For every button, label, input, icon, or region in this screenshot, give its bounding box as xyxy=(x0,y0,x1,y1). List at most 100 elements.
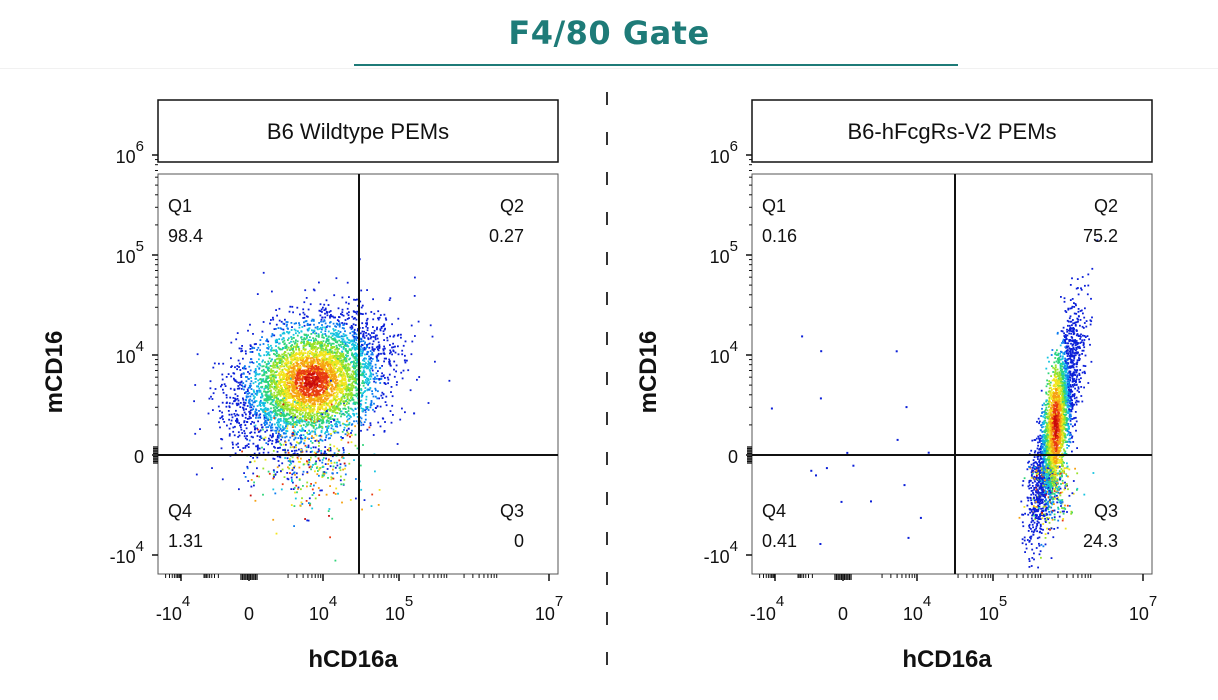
event-dot xyxy=(410,353,413,356)
event-dot xyxy=(299,356,301,359)
event-dot xyxy=(329,321,332,323)
event-dot xyxy=(333,366,335,369)
event-dot xyxy=(384,377,386,379)
event-dot xyxy=(250,377,252,379)
event-dot xyxy=(353,361,356,364)
event-dot xyxy=(236,387,239,390)
event-dot xyxy=(298,322,300,324)
event-dot xyxy=(269,397,272,399)
event-dot xyxy=(322,411,325,414)
event-dot xyxy=(281,363,283,366)
event-dot xyxy=(271,396,273,398)
event-dot xyxy=(410,324,413,327)
event-dot xyxy=(279,355,282,358)
event-dot xyxy=(303,442,305,445)
event-dot xyxy=(287,369,290,371)
event-dot xyxy=(332,406,334,408)
event-dot xyxy=(434,360,436,363)
event-dot xyxy=(349,348,351,351)
event-dot xyxy=(321,395,324,397)
event-dot xyxy=(339,367,342,369)
event-dot xyxy=(301,420,304,423)
event-dot xyxy=(264,421,266,423)
event-dot xyxy=(321,333,324,336)
event-dot xyxy=(284,401,287,404)
event-dot xyxy=(318,393,321,396)
event-dot xyxy=(248,384,251,387)
event-dot xyxy=(325,377,328,380)
event-dot xyxy=(340,415,342,418)
event-dot xyxy=(252,436,254,439)
event-dot xyxy=(306,368,309,371)
event-dot xyxy=(327,340,330,342)
event-dot xyxy=(302,311,305,314)
event-dot xyxy=(365,322,367,325)
event-dot xyxy=(347,394,350,397)
event-dot xyxy=(319,419,322,422)
event-dot xyxy=(267,443,269,446)
event-dot xyxy=(296,407,298,410)
event-dot xyxy=(304,425,307,428)
event-dot xyxy=(248,417,251,420)
event-dot xyxy=(303,363,306,366)
event-dot xyxy=(343,322,346,325)
event-dot xyxy=(269,421,271,424)
event-dot xyxy=(335,394,338,397)
event-dot xyxy=(335,401,338,404)
event-dot xyxy=(265,375,268,378)
event-dot xyxy=(240,350,242,353)
event-dot xyxy=(347,363,350,366)
event-dot xyxy=(336,423,338,426)
event-dot xyxy=(335,325,338,328)
event-dot xyxy=(374,381,377,384)
event-dot xyxy=(383,360,385,363)
event-dot xyxy=(298,354,301,357)
event-dot xyxy=(314,428,317,431)
event-dot xyxy=(317,335,320,338)
event-dot xyxy=(285,420,287,422)
event-dot xyxy=(269,410,272,413)
event-dot xyxy=(242,367,244,370)
event-dot xyxy=(279,327,282,330)
event-dot xyxy=(369,367,372,370)
event-dot xyxy=(370,402,373,405)
event-dot xyxy=(307,519,310,522)
event-dot xyxy=(272,316,274,319)
event-dot xyxy=(338,403,341,406)
event-dot xyxy=(313,422,316,425)
plot-header-box xyxy=(157,99,559,163)
event-dot xyxy=(298,351,301,353)
event-dot xyxy=(338,332,341,335)
event-dot xyxy=(347,354,349,357)
event-dot xyxy=(348,317,350,319)
event-dot xyxy=(345,388,348,390)
event-dot xyxy=(349,388,352,390)
event-dot xyxy=(277,397,279,400)
event-dot xyxy=(289,374,291,376)
event-dot xyxy=(222,388,224,391)
event-dot xyxy=(292,396,294,398)
event-dot xyxy=(325,457,327,460)
event-dot xyxy=(267,347,270,350)
event-dot xyxy=(375,389,377,392)
event-dot xyxy=(246,465,249,468)
event-dot xyxy=(241,450,243,453)
event-dot xyxy=(276,354,278,357)
event-dot xyxy=(298,326,301,329)
event-dot xyxy=(308,502,310,504)
event-dot xyxy=(274,402,277,404)
event-dot xyxy=(302,345,305,347)
event-dot xyxy=(305,394,307,397)
event-dot xyxy=(378,367,381,370)
event-dot xyxy=(316,420,319,423)
event-dot xyxy=(265,413,267,416)
event-dot xyxy=(366,289,368,291)
event-dot xyxy=(267,340,270,343)
event-dot xyxy=(315,394,318,397)
event-dot xyxy=(293,376,295,379)
event-dot xyxy=(271,290,273,293)
event-dot xyxy=(298,353,300,355)
event-dot xyxy=(314,332,316,335)
event-dot xyxy=(284,457,286,459)
event-dot xyxy=(333,333,336,336)
